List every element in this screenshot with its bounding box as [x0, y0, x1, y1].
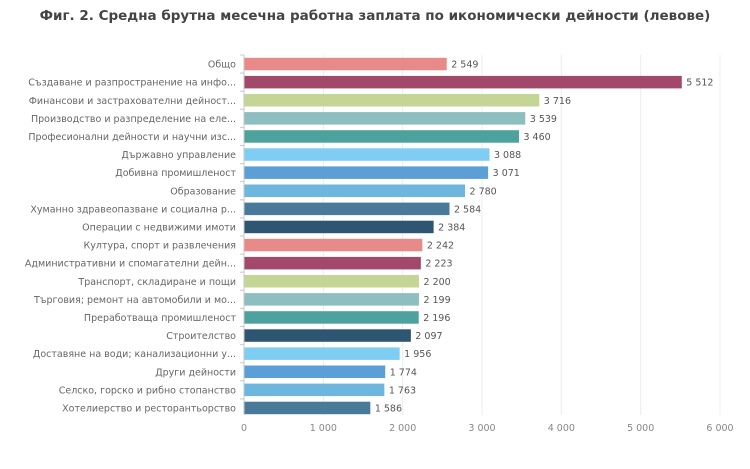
data-label: 2 384 — [438, 222, 465, 233]
category-label: Други дейности — [155, 367, 236, 378]
category-label: Производство и разпределение на еле... — [31, 114, 236, 125]
bar — [244, 202, 450, 216]
bar — [244, 383, 385, 397]
x-tick-label: 6 000 — [706, 423, 733, 434]
category-label: Транспорт, складиране и пощи — [77, 277, 236, 288]
data-label: 3 460 — [523, 132, 550, 143]
category-label: Професионални дейности и научни изс... — [28, 132, 236, 143]
category-label: Добивна промишленост — [115, 168, 236, 179]
data-label: 3 716 — [544, 96, 571, 107]
bar — [244, 238, 423, 252]
category-label: Създаване и разпространение на инфо... — [28, 78, 236, 89]
category-label: Общо — [208, 60, 236, 71]
data-label: 3 088 — [494, 150, 521, 161]
category-label: Операции с недвижими имоти — [82, 222, 236, 233]
data-label: 2 097 — [415, 331, 442, 342]
bar — [244, 148, 490, 161]
x-tick-label: 4 000 — [548, 423, 575, 434]
category-label: Хуманно здравеопазване и социална р... — [30, 204, 236, 215]
data-label: 2 780 — [470, 186, 497, 197]
bar — [244, 220, 434, 234]
data-label: 3 071 — [493, 168, 520, 179]
data-label: 2 584 — [454, 204, 481, 215]
data-label: 1 774 — [390, 367, 417, 378]
data-label: 1 586 — [375, 403, 402, 414]
data-label: 3 539 — [530, 114, 557, 125]
bar — [244, 256, 421, 270]
bar — [244, 75, 682, 89]
data-label: 1 763 — [389, 385, 416, 396]
data-label: 2 223 — [425, 259, 452, 270]
x-tick-label: 5 000 — [627, 423, 654, 434]
category-label: Култура, спорт и развлечения — [84, 241, 237, 252]
data-label: 5 512 — [686, 78, 713, 89]
category-label: Държавно управление — [121, 150, 236, 161]
x-tick-label: 1 000 — [310, 423, 337, 434]
category-label: Хотелиерство и ресторантьорство — [62, 403, 236, 414]
x-tick-label: 3 000 — [468, 423, 495, 434]
data-label: 2 242 — [427, 241, 454, 252]
bar — [244, 57, 447, 71]
bar — [244, 94, 540, 107]
x-tick-label: 0 — [241, 423, 247, 434]
data-label: 2 200 — [424, 277, 451, 288]
category-label: Доставяне на води; канализационни у... — [33, 349, 236, 360]
category-label: Финансови и застрахователни дейност... — [29, 96, 236, 107]
data-label: 2 549 — [451, 60, 478, 71]
bar — [244, 275, 420, 288]
data-label: 2 199 — [423, 295, 450, 306]
bar — [244, 347, 400, 360]
data-label: 1 956 — [404, 349, 431, 360]
bar — [244, 329, 411, 342]
bar — [244, 365, 386, 378]
chart-title: Фиг. 2. Средна брутна месечна работна за… — [39, 8, 711, 24]
category-label: Преработваща промишленост — [84, 313, 237, 324]
bar — [244, 184, 466, 197]
category-label: Административни и спомагателни дейн... — [25, 259, 236, 270]
category-label: Строителство — [166, 331, 236, 342]
data-label: 2 196 — [423, 313, 450, 324]
bar — [244, 130, 519, 143]
bar — [244, 166, 489, 179]
bar — [244, 112, 526, 125]
x-tick-label: 2 000 — [389, 423, 416, 434]
bar — [244, 401, 371, 415]
bar — [244, 293, 419, 306]
category-label: Търговия; ремонт на автомобили и мо... — [33, 295, 236, 306]
bar — [244, 311, 419, 324]
category-label: Селско, горско и рибно стопанство — [59, 385, 236, 396]
category-label: Образование — [170, 186, 236, 197]
